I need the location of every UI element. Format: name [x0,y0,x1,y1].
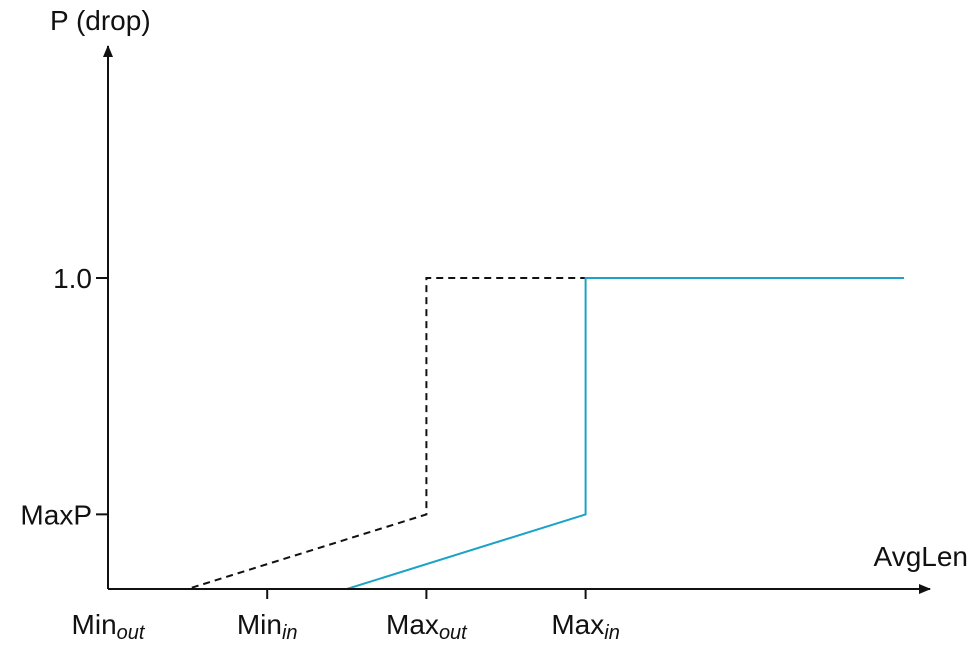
y-tick-label-1: 1.0 [53,263,92,294]
x-axis-label: AvgLen [874,541,968,572]
y-tick-label-2: MaxP [20,499,92,530]
x-tick-label-4: Maxin [551,609,619,644]
x-tick-label-3: Maxout [386,609,468,644]
tick-layer: 1.0 MaxP Minout Minin Maxout Maxin [20,263,619,644]
x-tick-label-2: Minin [237,609,298,644]
series-line-2 [267,277,904,590]
series-layer [108,277,904,590]
y-axis-label: P (drop) [50,5,151,36]
x-tick-label-1: Minout [72,609,146,644]
series-line-1 [108,277,904,590]
